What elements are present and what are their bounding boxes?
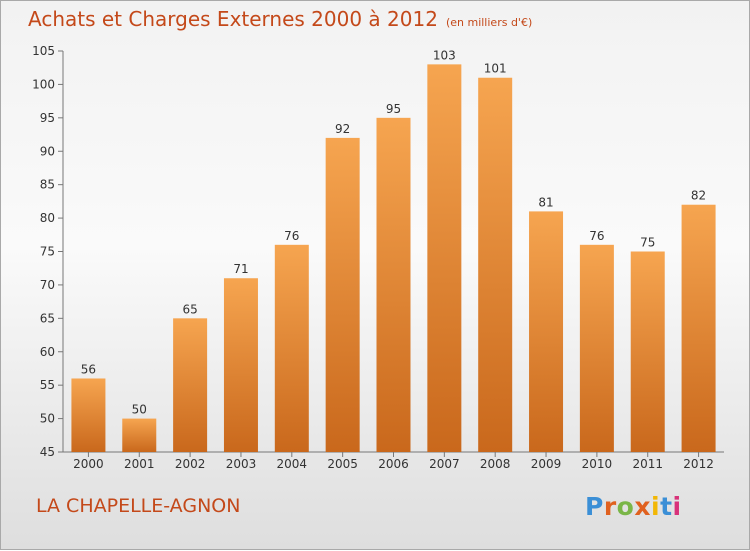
data-labels: 56 50 65 71 76 92 95 103 101 81 76 75 82 [81, 48, 706, 416]
data-label: 76 [284, 229, 299, 243]
logo-letter: x [634, 492, 651, 521]
data-label: 56 [81, 362, 96, 376]
y-tick-label: 45 [40, 445, 55, 459]
data-label: 81 [538, 195, 553, 209]
bar [71, 378, 106, 452]
chart-title: Achats et Charges Externes 2000 à 2012 (e… [28, 7, 532, 31]
y-tick-label: 60 [40, 345, 55, 359]
y-tick-label: 65 [40, 311, 55, 325]
x-tick-label: 2001 [124, 457, 155, 471]
data-label: 71 [233, 262, 248, 276]
data-label: 103 [433, 48, 456, 62]
bar [325, 137, 360, 452]
x-tick-label: 2000 [73, 457, 104, 471]
x-tick-label: 2009 [531, 457, 562, 471]
x-tick-label: 2008 [480, 457, 511, 471]
x-tick-label: 2004 [277, 457, 308, 471]
data-label: 76 [589, 229, 604, 243]
x-tick-label: 2003 [226, 457, 257, 471]
y-tick-label: 105 [32, 44, 55, 58]
y-tick-label: 80 [40, 211, 55, 225]
proxiti-logo: Proxiti [585, 492, 682, 521]
logo-letter: r [603, 492, 617, 521]
bar [630, 251, 665, 452]
chart-unit: (en milliers d'€) [445, 16, 533, 29]
x-tick-label: 2002 [175, 457, 206, 471]
bar [274, 244, 309, 452]
logo-letter: P [585, 492, 604, 521]
data-label: 75 [640, 236, 655, 250]
y-tick-label: 90 [40, 144, 55, 158]
data-label: 65 [182, 302, 197, 316]
bar [579, 244, 614, 452]
bars [71, 64, 716, 452]
bar [122, 418, 157, 452]
axes: 45 50 55 60 65 70 75 80 85 90 95 100 105 2000 2001 2002… [32, 44, 724, 471]
y-tick-label: 75 [40, 245, 55, 259]
y-tick-label: 100 [32, 77, 55, 91]
data-label: 95 [386, 102, 401, 116]
logo-letter: o [616, 492, 635, 521]
bar [223, 278, 258, 452]
y-tick-label: 85 [40, 178, 55, 192]
y-tick-label: 70 [40, 278, 55, 292]
logo-letter: t [660, 492, 673, 521]
x-tick-label: 2012 [683, 457, 714, 471]
data-label: 92 [335, 122, 350, 136]
logo-letter: i [672, 492, 682, 521]
commune-name: LA CHAPELLE-AGNON [36, 495, 241, 517]
x-tick-label: 2011 [632, 457, 663, 471]
x-tick-label: 2010 [582, 457, 613, 471]
bar [427, 64, 462, 452]
bar [376, 117, 411, 452]
x-tick-label: 2005 [327, 457, 358, 471]
bar [173, 318, 208, 452]
bar [478, 77, 513, 452]
bar [529, 211, 564, 452]
data-label: 50 [132, 403, 147, 417]
chart-title-text: Achats et Charges Externes 2000 à 2012 [28, 7, 438, 31]
logo-letter: i [651, 492, 661, 521]
x-tick-label: 2006 [378, 457, 409, 471]
y-tick-label: 55 [40, 378, 55, 392]
x-tick-label: 2007 [429, 457, 460, 471]
bar [681, 204, 716, 452]
data-label: 82 [691, 189, 706, 203]
data-label: 101 [484, 62, 507, 76]
y-tick-label: 95 [40, 111, 55, 125]
y-tick-label: 50 [40, 412, 55, 426]
